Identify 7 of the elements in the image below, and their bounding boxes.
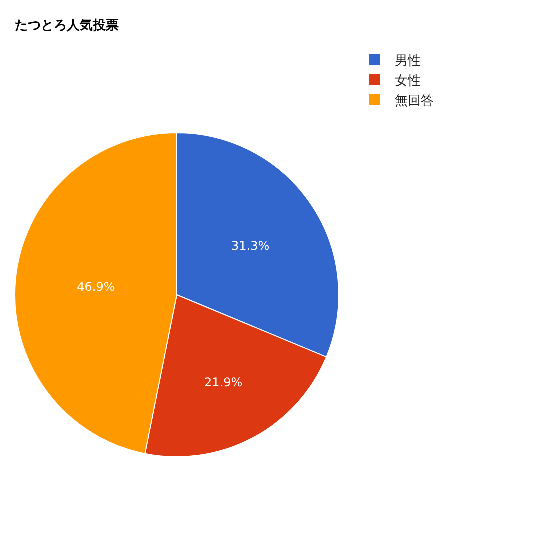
data-label: 21.9% xyxy=(204,375,243,390)
data-label: 31.3% xyxy=(232,238,270,253)
legend-label: 男性 xyxy=(395,54,421,70)
data-label: 46.9% xyxy=(77,280,116,294)
legend-label: 女性 xyxy=(395,74,421,89)
legend-label: 無回答 xyxy=(395,94,434,109)
chart-title: たつとろ人気投票 xyxy=(15,18,119,34)
